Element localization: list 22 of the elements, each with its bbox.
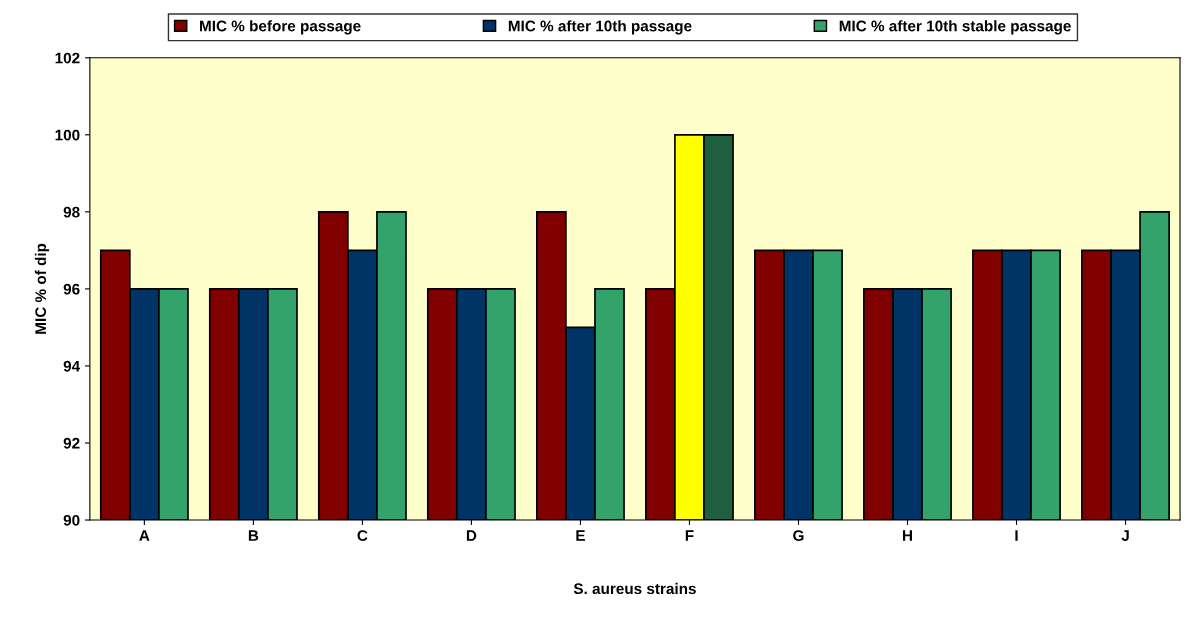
y-tick-label: 94 [63, 360, 81, 372]
x-axis-title: S. aureus strains [573, 582, 696, 595]
legend-label: MIC % before passage [200, 20, 361, 35]
y-tick-label: 98 [63, 206, 80, 218]
y-tick-label: 90 [63, 514, 80, 526]
x-tick-label: D [466, 530, 477, 541]
x-tick-label: F [685, 530, 694, 541]
y-tick-label: 96 [63, 283, 80, 295]
x-tick-label: C [357, 530, 368, 541]
legend-label: MIC % after 10th passage [508, 20, 692, 35]
y-axis-title: MIC % of dip [34, 243, 50, 334]
x-tick-label: A [139, 530, 150, 541]
x-tick-label: G [793, 530, 804, 541]
y-tick-label: 100 [55, 129, 80, 141]
x-tick-label: E [576, 530, 585, 541]
y-tick-label: 92 [63, 437, 80, 449]
y-tick-label: 102 [55, 52, 80, 64]
x-tick-label: I [1015, 530, 1018, 541]
legend-label: MIC % after 10th stable passage [839, 20, 1071, 35]
x-tick-label: B [248, 530, 259, 541]
x-tick-label: H [902, 530, 912, 541]
x-tick-label: J [1121, 530, 1129, 541]
